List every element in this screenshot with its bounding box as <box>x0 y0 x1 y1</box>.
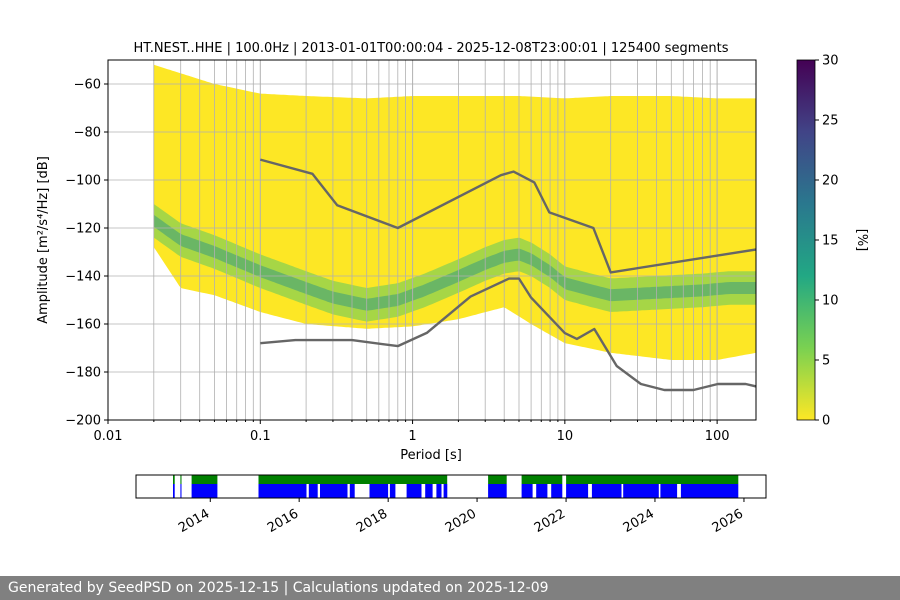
availability-gaps-block <box>521 475 563 484</box>
colorbar-tick-label: 10 <box>822 294 839 309</box>
timeline-ticks: 2014 2016 2018 2020 2022 2024 2026 <box>176 498 746 536</box>
y-tick-label: −80 <box>74 126 101 141</box>
footer-bar: Generated by SeedPSD on 2025-12-15 | Cal… <box>0 576 900 600</box>
psd-heatmap <box>153 64 756 360</box>
availability-data-block <box>591 484 622 498</box>
psd-mode-band <box>153 204 756 322</box>
colorbar-ticks: 0 5 10 15 20 25 30 <box>815 54 839 429</box>
availability-data-block <box>406 484 422 498</box>
availability-data-block <box>258 484 307 498</box>
availability-timeline <box>173 475 739 498</box>
colorbar-tick-label: 20 <box>822 174 839 189</box>
availability-data-block <box>180 484 182 498</box>
colorbar-tick-label: 0 <box>822 414 830 429</box>
plot-frame <box>107 59 757 421</box>
availability-gaps-block <box>191 475 218 484</box>
availability-data-block <box>191 484 218 498</box>
y-tick-label: −100 <box>65 174 101 189</box>
x-tick-label: 0.1 <box>250 429 271 444</box>
availability-gaps-block <box>566 475 739 484</box>
availability-data-block <box>660 484 678 498</box>
availability-data-block <box>349 484 355 498</box>
psd-figure: HT.NEST..HHE | 100.0Hz | 2013-01-01T00:0… <box>36 41 869 536</box>
timeline-tick-label: 2020 <box>443 506 479 536</box>
y-tick-label: −120 <box>65 222 101 237</box>
availability-gaps-block <box>258 475 448 484</box>
availability-data-block <box>308 484 318 498</box>
availability-data-block <box>680 484 739 498</box>
availability-data-block <box>425 484 433 498</box>
y-tick-label: −200 <box>65 414 101 429</box>
y-tick-label: −160 <box>65 318 101 333</box>
x-tick-label: 0.01 <box>94 429 123 444</box>
noise-model-nlnm <box>260 277 756 392</box>
y-tick-label: −60 <box>74 78 101 93</box>
availability-data-block <box>566 484 589 498</box>
colorbar-tick-label: 5 <box>822 354 830 369</box>
timeline-tick-label: 2026 <box>710 506 746 536</box>
availability-data-block <box>551 484 563 498</box>
availability-data-block <box>488 484 507 498</box>
y-axis-ticks: −200 −180 −160 −140 −120 −100 −80 −60 <box>65 78 108 429</box>
availability-data-block <box>536 484 548 498</box>
x-tick-label: 10 <box>557 429 574 444</box>
psd-envelope <box>153 64 756 360</box>
timeline-tick-label: 2014 <box>176 506 212 536</box>
colorbar-tick-label: 30 <box>822 54 839 69</box>
availability-data-block <box>320 484 348 498</box>
footer-text: Generated by SeedPSD on 2025-12-15 | Cal… <box>8 580 549 596</box>
y-axis-label: Amplitude [m²/s⁴/Hz] [dB] <box>36 156 51 324</box>
x-axis-ticks: 0.01 0.1 1 10 100 <box>94 420 730 444</box>
x-tick-label: 100 <box>705 429 730 444</box>
timeline-tick-label: 2018 <box>354 506 390 536</box>
availability-gaps-block <box>173 475 175 484</box>
timeline-tick-label: 2016 <box>265 506 301 536</box>
availability-data-block <box>521 484 533 498</box>
availability-data-block <box>436 484 442 498</box>
noise-models <box>259 158 756 392</box>
availability-data-block <box>369 484 389 498</box>
colorbar-label: [%] <box>854 229 869 252</box>
timeline-tick-label: 2024 <box>621 506 657 536</box>
availability-gaps-block <box>488 475 507 484</box>
y-tick-label: −180 <box>65 366 101 381</box>
timeline-tick-label: 2022 <box>532 506 568 536</box>
colorbar <box>796 59 816 421</box>
y-tick-label: −140 <box>65 270 101 285</box>
availability-data-block <box>173 484 175 498</box>
chart-title: HT.NEST..HHE | 100.0Hz | 2013-01-01T00:0… <box>134 41 729 56</box>
availability-gaps-block <box>180 475 182 484</box>
availability-data-block <box>443 484 448 498</box>
availability-data-block <box>623 484 659 498</box>
colorbar-tick-label: 15 <box>822 234 839 249</box>
x-axis-label: Period [s] <box>400 448 462 463</box>
x-tick-label: 1 <box>408 429 416 444</box>
noise-model-nhnm <box>259 158 756 274</box>
psd-mode-core <box>153 214 756 311</box>
availability-data-block <box>389 484 396 498</box>
colorbar-tick-label: 25 <box>822 114 839 129</box>
